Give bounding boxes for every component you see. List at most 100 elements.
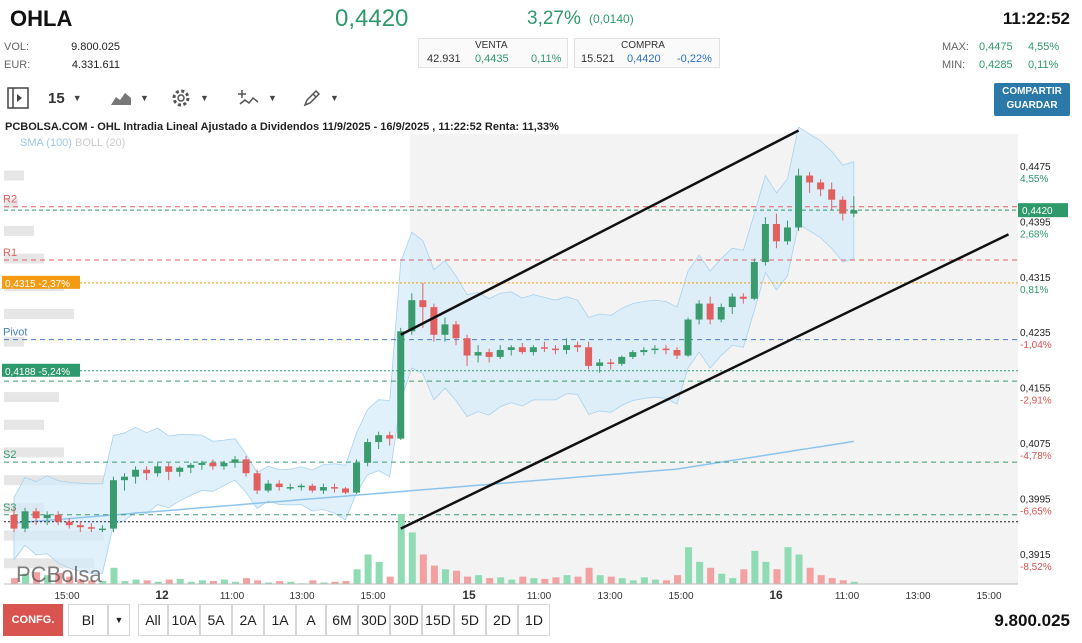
volume-bar [541, 578, 549, 584]
volume-bar [22, 573, 30, 584]
volume-profile-bar [4, 225, 34, 236]
range-button-8[interactable]: 30D [390, 604, 422, 636]
sma-legend: SMA (100) [20, 137, 72, 149]
volume-bar [287, 581, 295, 584]
chevron-down-icon: ▼ [200, 93, 209, 103]
candle-body [784, 227, 791, 242]
range-button-10[interactable]: 5D [454, 604, 486, 636]
candle-body [551, 348, 559, 351]
volume-bar [165, 579, 173, 584]
share-save-button[interactable]: COMPARTIR GUARDAR [994, 83, 1070, 116]
y-tick-label: 0,4075 [1020, 439, 1051, 450]
venta-price: 0,4435 [475, 53, 509, 65]
volume-bar [486, 578, 494, 584]
volume-bar [740, 569, 748, 584]
chart-type-dropdown[interactable]: ▼ [110, 86, 149, 110]
indicators-dropdown[interactable]: ▼ [238, 86, 277, 110]
volume-bar [718, 573, 726, 584]
chart-title: PCBOLSA.COM - OHL Intradia Lineal Ajusta… [5, 121, 559, 133]
save-label: GUARDAR [1006, 100, 1058, 111]
candle-body [496, 350, 504, 357]
compra-price: 0,4420 [627, 53, 661, 65]
candle-body [375, 435, 383, 443]
scale-select[interactable]: Bl [68, 604, 108, 636]
x-tick-label: 16 [769, 588, 783, 602]
volume-bar [408, 532, 416, 584]
candle-body [54, 514, 62, 522]
volume-bar [729, 578, 737, 584]
y-tick-label: 0,3915 [1020, 550, 1051, 561]
compra-label: COMPRA [621, 40, 665, 51]
candle-body [198, 462, 206, 465]
y-tick-label: 0,4235 [1020, 328, 1051, 339]
chevron-down-icon: ▼ [330, 93, 339, 103]
volume-bar [629, 580, 637, 584]
volume-bar [839, 580, 847, 584]
candle-body [43, 514, 51, 519]
pivot-label-r1: R1 [3, 247, 17, 259]
volume-bar [265, 582, 273, 584]
volume-bar [441, 569, 449, 584]
compra-pct: -0,22% [677, 53, 712, 65]
price-marker-tag [2, 363, 80, 377]
price-chart[interactable]: R2R1PivotS1S2S30,4315 -2,37%0,4188 -5,24… [0, 118, 1082, 602]
candle-body [364, 442, 372, 463]
settings-dropdown[interactable]: ▼ [170, 86, 209, 110]
volume-bar [11, 578, 18, 584]
volume-bar [397, 514, 405, 584]
drawing-tools-dropdown[interactable]: ▼ [302, 86, 339, 110]
x-tick-label: 15:00 [976, 591, 1001, 602]
candle-body [21, 511, 29, 529]
volume-bar [99, 581, 107, 584]
range-button-0[interactable]: All [138, 604, 168, 636]
volume-bar [817, 575, 825, 584]
x-tick-label: 11:00 [527, 591, 552, 602]
range-button-7[interactable]: 30D [358, 604, 390, 636]
y-tick-label: 0,3995 [1020, 494, 1051, 505]
x-tick-label: 15:00 [668, 591, 693, 602]
range-button-3[interactable]: 2A [232, 604, 264, 636]
candle-body [739, 296, 747, 299]
range-button-9[interactable]: 15D [422, 604, 454, 636]
volume-bar [198, 580, 206, 584]
candle-body [441, 324, 449, 335]
scale-dropdown-button[interactable]: ▼ [108, 604, 130, 636]
candle-body [253, 473, 261, 491]
candle-body [154, 466, 162, 474]
candle-body [673, 350, 681, 356]
volume-bar [132, 579, 140, 584]
range-button-1[interactable]: 10A [168, 604, 200, 636]
candle-body [518, 347, 526, 353]
candle-body [231, 459, 239, 463]
volume-bar [232, 581, 239, 584]
range-button-11[interactable]: 2D [486, 604, 518, 636]
volume-profile-bar [4, 309, 74, 319]
range-button-12[interactable]: 1D [518, 604, 550, 636]
range-button-5[interactable]: A [296, 604, 326, 636]
eur-label: EUR: [4, 59, 31, 71]
max-label: MAX: [942, 41, 969, 53]
candle-body [529, 347, 537, 353]
volume-bar [331, 581, 339, 584]
config-button[interactable]: CONFG. [3, 604, 63, 636]
range-button-4[interactable]: 1A [264, 604, 296, 636]
volume-bar [762, 561, 770, 584]
pivot-label-s2: S2 [3, 449, 16, 461]
trend-channel-upper [400, 129, 800, 336]
share-label: COMPARTIR [1002, 86, 1062, 97]
min-pct: 0,11% [1028, 59, 1059, 71]
range-button-2[interactable]: 5A [200, 604, 232, 636]
candle-body [65, 521, 73, 526]
volume-bar [707, 567, 715, 584]
sma-line [13, 440, 854, 524]
volume-total: 9.800.025 [994, 611, 1070, 630]
volume-bar [375, 561, 383, 584]
range-button-6[interactable]: 6M [326, 604, 358, 636]
interval-dropdown[interactable]: 15 ▼ [48, 86, 82, 110]
volume-bar [530, 578, 538, 584]
panel-toggle-button[interactable] [6, 86, 30, 110]
volume-profile-bar [4, 392, 59, 403]
last-price-tag-text: 0,4420 [1022, 206, 1053, 217]
candle-body [596, 362, 604, 366]
candle-body [817, 182, 825, 190]
